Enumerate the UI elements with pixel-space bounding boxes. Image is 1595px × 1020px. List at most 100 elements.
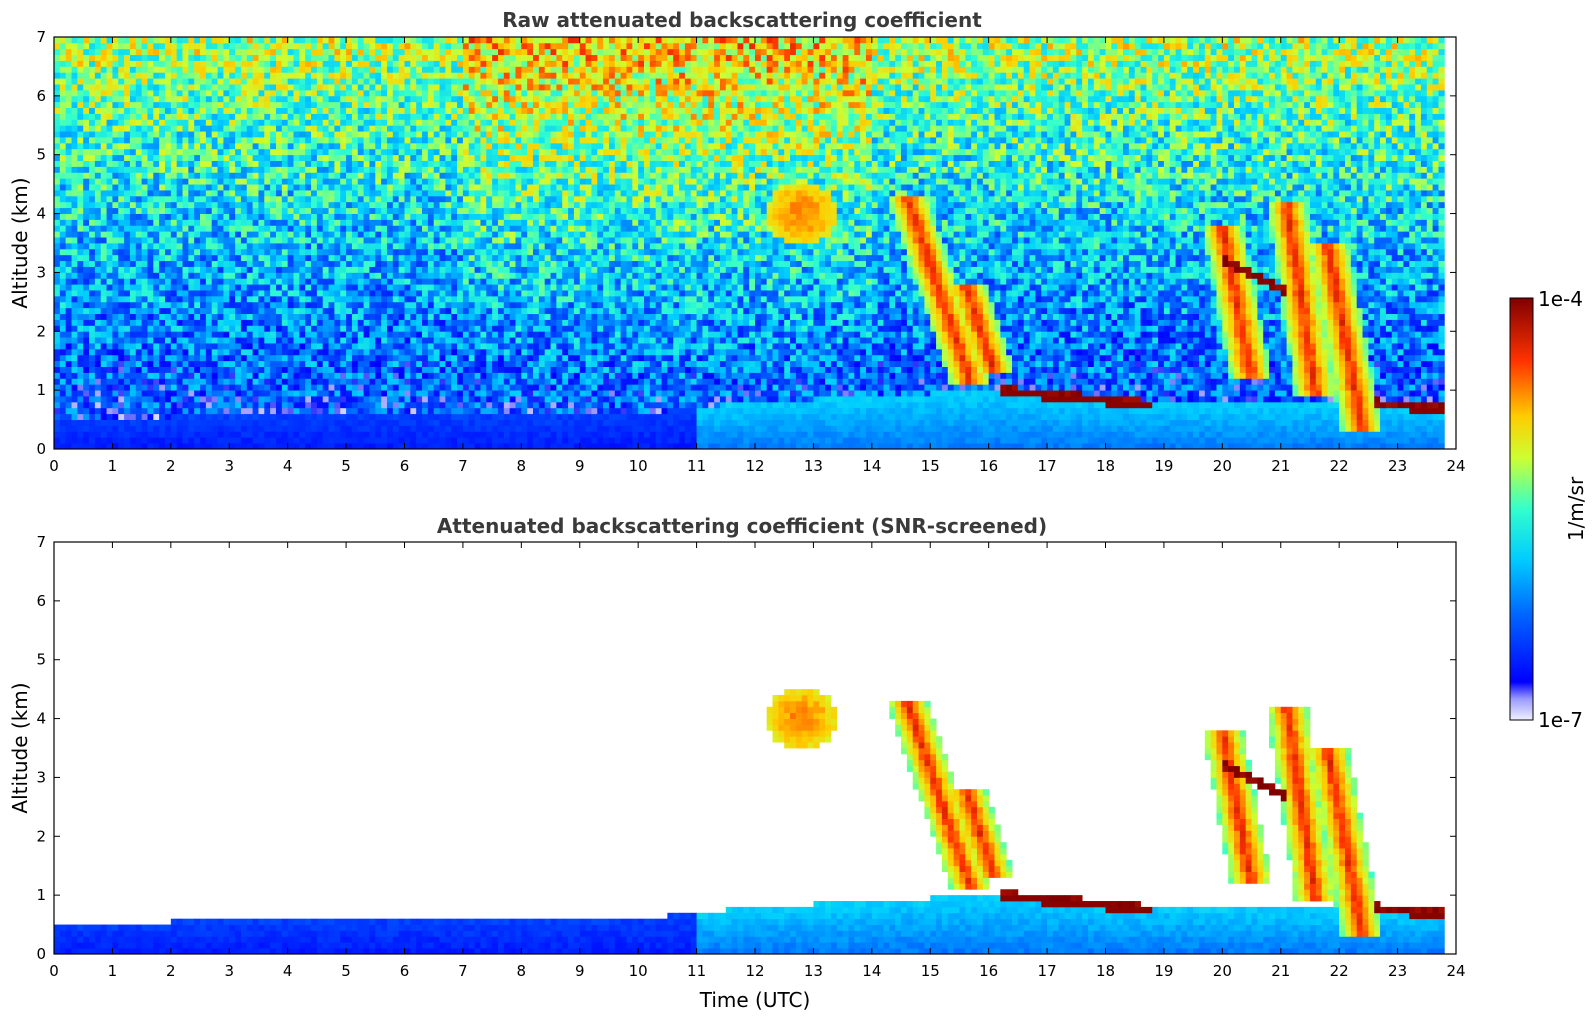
heatmap-cell bbox=[240, 137, 248, 144]
heatmap-cell bbox=[445, 225, 452, 232]
heatmap-cell bbox=[235, 195, 242, 203]
heatmap-cell bbox=[159, 378, 166, 385]
heatmap-cell bbox=[153, 119, 160, 126]
heatmap-cell bbox=[398, 260, 405, 267]
heatmap-cell bbox=[54, 260, 61, 267]
heatmap-cell bbox=[328, 284, 335, 291]
heatmap-cell bbox=[316, 154, 324, 161]
heatmap-cell bbox=[392, 207, 400, 214]
heatmap-cell bbox=[334, 172, 341, 179]
heatmap-cell bbox=[205, 48, 213, 56]
heatmap-cell bbox=[375, 378, 382, 385]
heatmap-cell bbox=[357, 307, 365, 315]
heatmap-cell bbox=[293, 390, 300, 397]
heatmap-cell bbox=[129, 266, 137, 273]
heatmap-cell bbox=[328, 89, 335, 97]
heatmap-cell bbox=[264, 125, 271, 132]
heatmap-cell bbox=[346, 278, 353, 285]
heatmap-cell bbox=[322, 337, 329, 344]
heatmap-cell bbox=[159, 266, 166, 273]
heatmap-cell bbox=[375, 166, 382, 173]
heatmap-cell bbox=[141, 89, 148, 97]
heatmap-cell bbox=[468, 372, 475, 379]
heatmap-cell bbox=[59, 431, 67, 438]
heatmap-cell bbox=[375, 307, 382, 315]
heatmap-cell bbox=[200, 325, 207, 332]
heatmap-cell bbox=[235, 166, 242, 173]
heatmap-cell bbox=[270, 260, 277, 267]
heatmap-cell bbox=[147, 419, 154, 426]
heatmap-cell bbox=[200, 343, 207, 350]
heatmap-cell bbox=[410, 343, 417, 350]
heatmap-cell bbox=[439, 172, 446, 179]
heatmap-cell bbox=[375, 413, 382, 420]
heatmap-cell bbox=[281, 101, 289, 109]
heatmap-cell bbox=[299, 219, 306, 226]
heatmap-cell bbox=[422, 366, 429, 373]
heatmap-cell bbox=[340, 131, 347, 138]
heatmap-cell bbox=[77, 366, 84, 373]
heatmap-cell bbox=[346, 72, 353, 79]
heatmap-cell bbox=[281, 348, 289, 356]
heatmap-cell bbox=[252, 113, 259, 120]
heatmap-cell bbox=[229, 60, 236, 67]
heatmap-cell bbox=[427, 372, 435, 379]
heatmap-cell bbox=[129, 60, 137, 67]
heatmap-cell bbox=[275, 213, 283, 220]
heatmap-cell bbox=[386, 131, 394, 138]
heatmap-cell bbox=[346, 307, 353, 315]
heatmap-cell bbox=[462, 313, 470, 320]
heatmap-cell bbox=[392, 360, 400, 367]
heatmap-cell bbox=[433, 313, 440, 320]
heatmap-cell bbox=[264, 119, 271, 126]
heatmap-cell bbox=[404, 84, 411, 91]
heatmap-cell bbox=[416, 148, 423, 156]
heatmap-cell bbox=[124, 313, 131, 320]
heatmap-cell bbox=[410, 260, 417, 267]
heatmap-cell bbox=[54, 295, 61, 303]
heatmap-cell bbox=[223, 219, 230, 226]
heatmap-cell bbox=[77, 243, 84, 250]
heatmap-cell bbox=[422, 372, 429, 379]
heatmap-cell bbox=[205, 313, 213, 320]
heatmap-cell bbox=[83, 407, 90, 415]
heatmap-cell bbox=[258, 107, 265, 114]
heatmap-cell bbox=[270, 154, 277, 161]
heatmap-cell bbox=[59, 48, 67, 56]
heatmap-cell bbox=[299, 195, 306, 203]
heatmap-cell bbox=[392, 331, 400, 338]
heatmap-cell bbox=[200, 166, 207, 173]
heatmap-cell bbox=[194, 231, 201, 238]
heatmap-cell bbox=[275, 154, 283, 161]
heatmap-cell bbox=[281, 266, 289, 273]
heatmap-cell bbox=[223, 360, 230, 367]
heatmap-cell bbox=[141, 337, 148, 344]
heatmap-cell bbox=[305, 366, 312, 373]
heatmap-cell bbox=[54, 401, 61, 409]
heatmap-cell bbox=[316, 407, 324, 415]
heatmap-cell bbox=[246, 378, 254, 385]
heatmap-cell bbox=[433, 443, 440, 450]
heatmap-cell bbox=[369, 195, 376, 203]
heatmap-cell bbox=[235, 301, 242, 309]
heatmap-cell bbox=[182, 431, 189, 438]
heatmap-cell bbox=[164, 372, 172, 379]
heatmap-cell bbox=[305, 125, 312, 132]
heatmap-cell bbox=[305, 325, 312, 332]
heatmap-cell bbox=[381, 331, 388, 338]
heatmap-cell bbox=[176, 113, 183, 120]
heatmap-cell bbox=[410, 396, 417, 403]
heatmap-cell bbox=[340, 401, 347, 409]
heatmap-cell bbox=[164, 160, 172, 167]
heatmap-cell bbox=[392, 60, 400, 67]
heatmap-cell bbox=[54, 60, 61, 67]
heatmap-cell bbox=[235, 60, 242, 67]
heatmap-cell bbox=[200, 284, 207, 291]
heatmap-cell bbox=[217, 331, 224, 338]
heatmap-cell bbox=[182, 48, 189, 56]
heatmap-cell bbox=[89, 254, 96, 262]
heatmap-cell bbox=[89, 231, 96, 238]
heatmap-cell bbox=[59, 366, 67, 373]
heatmap-cell bbox=[188, 243, 195, 250]
heatmap-cell bbox=[141, 48, 148, 56]
